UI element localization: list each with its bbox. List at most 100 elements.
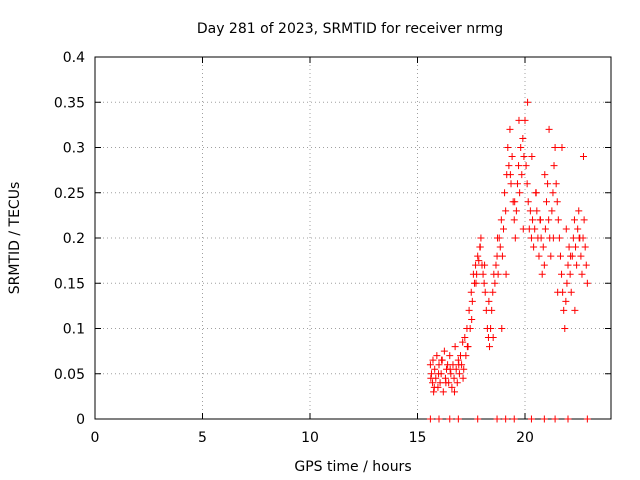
data-point — [515, 116, 523, 124]
data-point — [474, 252, 482, 260]
data-point — [573, 261, 581, 269]
data-point — [575, 234, 583, 242]
data-point — [500, 225, 507, 233]
data-point — [564, 415, 572, 423]
data-point — [452, 365, 460, 373]
x-tick-label: 15 — [409, 430, 427, 446]
data-point — [578, 270, 586, 278]
data-point — [501, 189, 509, 197]
data-point — [465, 306, 473, 314]
chart-title: Day 281 of 2023, SRMTID for receiver nrm… — [197, 21, 503, 37]
data-point — [519, 225, 527, 233]
data-point — [523, 180, 531, 188]
data-point — [489, 334, 497, 342]
data-point — [560, 306, 568, 314]
data-point — [563, 279, 571, 287]
data-point — [549, 189, 557, 197]
data-point — [429, 379, 437, 387]
data-point — [527, 415, 535, 423]
data-point — [438, 356, 446, 364]
data-point — [493, 234, 501, 242]
data-point — [459, 374, 467, 382]
data-point — [580, 216, 588, 224]
data-point — [472, 261, 480, 269]
y-tick-label: 0.4 — [63, 50, 85, 66]
y-tick-label: 0.2 — [63, 231, 85, 247]
data-point — [502, 270, 510, 278]
data-point — [511, 234, 519, 242]
data-point — [567, 252, 575, 260]
y-tick-label: 0.15 — [54, 276, 85, 292]
data-point — [431, 365, 439, 373]
data-point — [446, 365, 454, 373]
data-point — [579, 153, 587, 161]
axis-ticks: 0 0.05 0.1 0.15 0.2 0.25 0.3 0.35 0.4 0 5 10 15 20 — [54, 50, 611, 446]
data-point — [540, 261, 548, 269]
data-point — [532, 189, 540, 197]
data-point — [433, 352, 441, 360]
data-point — [583, 415, 591, 423]
data-point — [558, 144, 566, 151]
y-tick-label: 0.25 — [54, 186, 85, 202]
data-point — [527, 234, 535, 242]
data-point — [535, 252, 543, 260]
data-point — [517, 144, 525, 151]
data-point — [505, 162, 513, 170]
data-point — [504, 144, 512, 151]
data-point — [451, 343, 459, 351]
data-point — [435, 415, 443, 423]
data-point — [430, 388, 438, 396]
data-point — [426, 415, 434, 423]
data-point — [477, 234, 485, 242]
x-axis-label: GPS time / hours — [294, 459, 411, 475]
data-point — [479, 270, 487, 278]
data-point — [442, 379, 450, 387]
data-point — [446, 352, 454, 360]
data-point — [497, 216, 505, 224]
data-point — [552, 180, 560, 188]
data-point — [571, 306, 579, 314]
data-point — [551, 415, 559, 423]
data-point — [476, 243, 484, 251]
data-point — [454, 415, 462, 423]
data-point — [537, 234, 545, 242]
data-point — [435, 361, 443, 369]
data-point — [462, 352, 470, 360]
data-point — [450, 388, 458, 396]
data-point — [526, 207, 534, 215]
data-point — [583, 279, 591, 287]
data-point — [508, 153, 516, 161]
data-point — [541, 171, 549, 179]
data-point — [435, 370, 443, 378]
data-point — [453, 379, 461, 387]
data-point — [570, 216, 578, 224]
y-tick-label: 0.05 — [54, 367, 85, 383]
data-point — [544, 180, 552, 188]
y-tick-label: 0 — [76, 412, 85, 428]
y-tick-label: 0.35 — [54, 95, 85, 111]
data-point — [494, 270, 502, 278]
data-point — [522, 162, 530, 170]
data-point — [426, 361, 434, 369]
data-point — [460, 365, 468, 373]
data-point — [520, 153, 528, 161]
data-point — [554, 288, 562, 296]
data-point — [481, 288, 489, 296]
data-point — [516, 189, 524, 197]
data-point — [430, 383, 438, 391]
data-point — [524, 98, 532, 106]
data-point — [566, 270, 574, 278]
data-point — [513, 180, 521, 188]
data-point — [545, 216, 553, 224]
data-point — [521, 116, 529, 124]
data-point — [507, 180, 515, 188]
data-point — [455, 370, 463, 378]
data-point — [502, 207, 510, 215]
data-point — [577, 252, 585, 260]
y-tick-label: 0.3 — [63, 141, 85, 157]
data-point — [561, 325, 569, 332]
data-point — [506, 171, 514, 179]
data-point — [498, 252, 506, 260]
data-point — [427, 374, 435, 382]
data-point — [555, 234, 563, 242]
